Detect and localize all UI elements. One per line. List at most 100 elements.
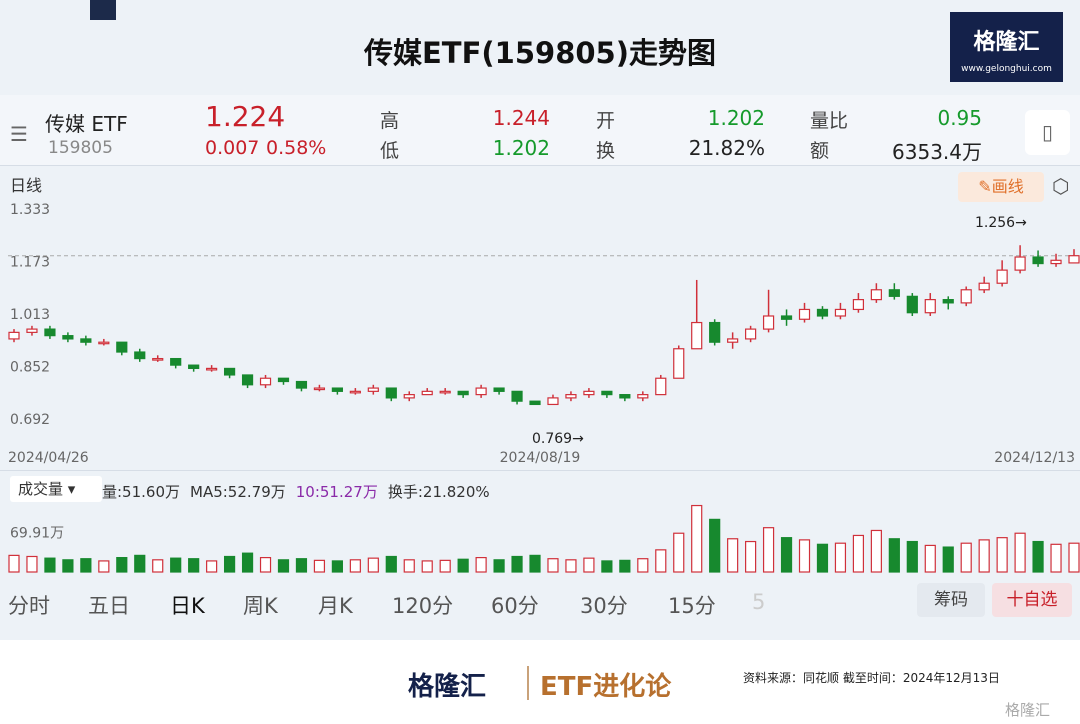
candle-body (924, 299, 936, 314)
settings-icon[interactable]: ⬡ (1052, 174, 1070, 198)
y-tick-label: 1.333 (10, 202, 50, 218)
volume-bar (709, 518, 721, 573)
tab[interactable]: 60分 (491, 594, 539, 618)
candle-body (673, 348, 685, 379)
legend-item: 量:51.60万 (102, 483, 180, 501)
volume-bar (62, 559, 74, 573)
volume-selector[interactable]: 成交量 ▾ (10, 476, 102, 502)
volume-bar (691, 504, 703, 573)
candle-body (1068, 255, 1080, 264)
candle-body (493, 387, 505, 392)
volume-bar (152, 559, 164, 573)
field-value: 1.244 (492, 106, 550, 130)
selector-text: 成交量 (18, 480, 64, 498)
volume-bar (960, 542, 972, 573)
y-tick-label: 69.91万 (10, 525, 64, 541)
candle-body (277, 377, 290, 383)
candle-body (547, 397, 559, 406)
tab[interactable]: 5 (752, 590, 766, 614)
tab[interactable]: 30分 (580, 594, 628, 618)
candle-body (798, 308, 811, 320)
candle-body (637, 394, 649, 399)
candle-body (26, 328, 38, 333)
volume-bar (349, 559, 361, 573)
candle-body (852, 299, 865, 311)
device-button[interactable]: ▯ (1025, 110, 1070, 155)
volume-bar (134, 554, 146, 573)
legend-item: 10:51.27万 (295, 483, 378, 501)
candle-body (44, 328, 56, 337)
volume-bar (331, 560, 343, 573)
volume-legend: 量:51.60万 MA5:52.79万 10:51.27万 换手:21.820% (102, 481, 500, 502)
field-label: 低 (380, 140, 400, 162)
title: 传媒ETF(159805)走势图 (364, 36, 716, 70)
volume-bar (206, 560, 218, 573)
candle-body (295, 380, 308, 389)
tab[interactable]: 15分 (668, 594, 716, 618)
candle-body (727, 338, 739, 343)
candle-body (241, 374, 254, 386)
date-label: 2024/12/13 (994, 450, 1075, 466)
volume-bar (942, 546, 954, 573)
volume-bar (80, 558, 92, 573)
tab[interactable]: 月K (318, 594, 353, 618)
watchlist-button[interactable]: 十自选 (992, 583, 1072, 617)
volume-bar (511, 555, 523, 573)
date-label: 2024/04/26 (8, 450, 89, 466)
candle-body (691, 321, 703, 350)
candle-body (223, 367, 236, 376)
candle-body (1014, 256, 1026, 271)
tab[interactable]: 分时 (8, 594, 50, 618)
tab[interactable]: 120分 (392, 594, 454, 618)
candle-body (259, 377, 272, 386)
candle-body (816, 308, 829, 317)
candle-body (780, 315, 793, 320)
y-tick-label: 1.173 (10, 254, 50, 270)
draw-button[interactable]: ✎画线 (958, 172, 1044, 202)
footer-series: ETF进化论 (540, 672, 672, 702)
volume-bar (8, 554, 20, 573)
candle-body (457, 390, 469, 396)
field-label: 额 (810, 140, 830, 162)
volume-bar (223, 555, 236, 573)
footer-divider (527, 666, 529, 700)
field-value: 0.95 (937, 106, 982, 130)
candle-body (1032, 256, 1044, 265)
volume-bar (888, 538, 900, 573)
volume-bar (421, 560, 433, 573)
tab[interactable]: 五日 (88, 594, 130, 618)
volume-bar (403, 559, 415, 573)
candle-body (565, 394, 577, 399)
volume-bar (385, 555, 397, 573)
footer-source: 资料来源：同花顺 截至时间：2024年12月13日 (743, 671, 1000, 685)
candle-body (529, 400, 541, 406)
chip-button[interactable]: 筹码 (917, 583, 985, 617)
candle-body (152, 357, 164, 361)
volume-bar (798, 539, 811, 573)
candle-body (906, 295, 918, 314)
field-value: 21.82% (688, 136, 765, 160)
tab[interactable]: 周K (243, 594, 278, 618)
change-pct: 0.58% (266, 137, 327, 159)
watermark: 格隆汇 (1005, 701, 1051, 719)
candle-body (116, 341, 128, 353)
annotation: 1.256→ (975, 215, 1027, 231)
candle-body (8, 331, 20, 340)
volume-bar (996, 537, 1008, 573)
candle-body (80, 338, 92, 343)
candle-body (313, 387, 326, 391)
volume-bar (906, 540, 918, 573)
volume-bar (457, 558, 469, 573)
candle-body (583, 390, 595, 396)
volume-bar (601, 560, 613, 573)
candle-body (619, 394, 631, 399)
tab[interactable]: 日K (170, 594, 205, 618)
menu-icon[interactable]: ☰ (10, 122, 28, 146)
volume-bar (259, 556, 272, 573)
change: 0.007 (205, 137, 260, 159)
candle-body (403, 394, 415, 399)
draw-text: 画线 (991, 177, 1024, 196)
candle-body (349, 390, 361, 394)
volume-bar (26, 555, 38, 573)
